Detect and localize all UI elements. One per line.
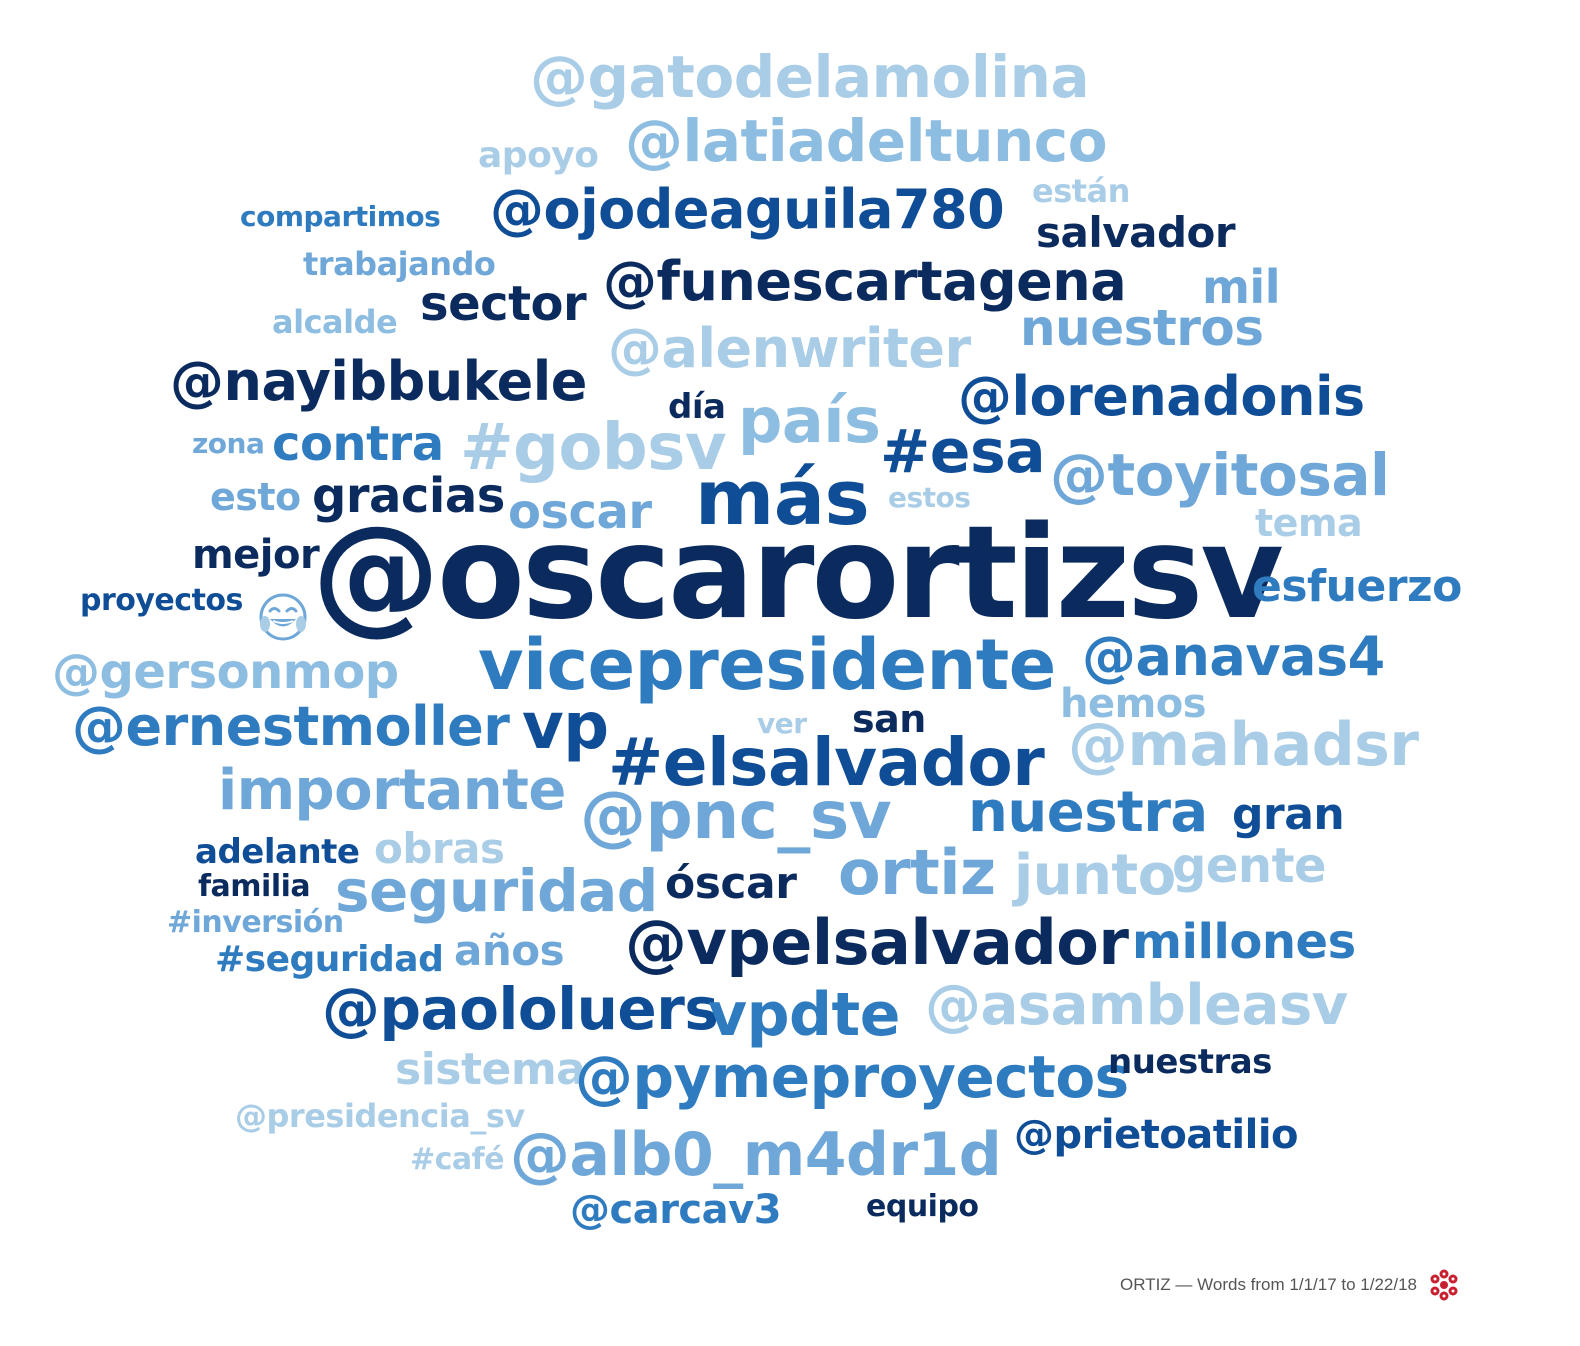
word-anavas4: @anavas4 [1082,625,1385,688]
word-oscarortizsv: @oscarortizsv [312,499,1284,648]
word-gersonmop: @gersonmop [52,644,399,700]
word-ernestmoller: @ernestmoller [72,695,510,758]
word-mahadsr: @mahadsr [1068,710,1419,780]
word-pnc_sv: @pnc_sv [580,777,892,854]
word-estos: estos [888,481,971,514]
word-junto: junto [1014,843,1176,908]
word-adelante: adelante [195,832,360,872]
word-seguridad-hashtag: #seguridad [215,939,444,980]
word-ortiz: ortiz [838,836,996,909]
word-elsalvador: #elsalvador [608,724,1045,801]
word-seguridad: seguridad [335,857,658,925]
word-oscar: oscar [508,484,652,540]
word-mil: mil [1202,260,1280,314]
word-paololuers: @paololuers [322,975,719,1043]
word-salvador: salvador [1036,208,1236,257]
word-pymeproyectos: @pymeproyectos [575,1043,1129,1111]
word-equipo: equipo [866,1189,979,1224]
word-esfuerzo: esfuerzo [1252,561,1462,612]
word-carcav3: @carcav3 [570,1187,782,1233]
word-oscar-accent: óscar [665,858,797,909]
red-flower-logo-icon [1430,1269,1458,1301]
word-asambleasv: @asambleasv [925,973,1348,1038]
word-presidencia_sv: @presidencia_sv [235,1097,525,1135]
face-with-tears-of-joy-icon [259,593,307,641]
word-alenwriter: @alenwriter [608,317,971,380]
word-anos: años [454,926,565,975]
word-familia: familia [198,869,311,904]
word-toyitosal: @toyitosal [1050,441,1390,509]
footer-caption: ORTIZ — Words from 1/1/17 to 1/22/18 [1120,1275,1417,1294]
word-ver: ver [757,707,807,740]
word-pais: país [738,384,881,457]
word-alb0_m4dr1d: @alb0_m4dr1d [510,1120,1002,1190]
word-vp: vp [522,690,609,764]
word-ojodeaguila780: @ojodeaguila780 [490,178,1005,241]
word-compartimos: compartimos [240,200,441,233]
word-lorenadonis: @lorenadonis [958,365,1365,428]
word-mejor: mejor [192,532,320,578]
word-gobsv: #gobsv [460,411,727,485]
word-funescartagena: @funescartagena [603,250,1127,313]
word-gracias: gracias [312,468,505,524]
word-contra: contra [272,416,444,472]
word-gatodelamolina: @gatodelamolina [530,43,1090,111]
word-san: san [852,697,926,741]
word-proyectos: proyectos [80,583,243,618]
word-tema: tema [1255,501,1363,545]
word-esto: esto [210,475,301,519]
word-gran: gran [1232,789,1345,840]
word-prietoatilio: @prietoatilio [1014,1112,1299,1158]
word-vicepresidente: vicepresidente [478,624,1056,706]
word-hemos: hemos [1060,681,1207,727]
word-esa: #esa [880,417,1046,487]
word-nuestras: nuestras [1108,1042,1272,1082]
word-apoyo: apoyo [478,135,599,176]
word-vpelsalvador: @vpelsalvador [625,906,1129,979]
word-zona: zona [192,427,265,460]
word-estan: están [1032,172,1130,210]
word-trabajando: trabajando [303,245,496,283]
word-vpdte: vpdte [708,980,900,1050]
word-cafe: #café [410,1142,505,1177]
word-importante: importante [218,758,566,823]
word-obras: obras [374,824,505,873]
word-nuestros: nuestros [1020,299,1264,357]
word-dia: día [668,387,726,427]
word-nuestra: nuestra [968,780,1208,845]
word-alcalde: alcalde [272,303,398,341]
word-sector: sector [420,276,587,332]
word-gente: gente [1172,838,1327,894]
word-millones: millones [1132,914,1356,970]
word-nayibbukele: @nayibbukele [170,350,587,413]
word-inversion: #inversión [167,905,344,940]
word-latiadeltunco: @latiadeltunco [625,107,1108,175]
word-mas: más [695,453,870,542]
word-sistema: sistema [395,1044,586,1095]
footer: ORTIZ — Words from 1/1/17 to 1/22/18 [1120,1269,1461,1301]
